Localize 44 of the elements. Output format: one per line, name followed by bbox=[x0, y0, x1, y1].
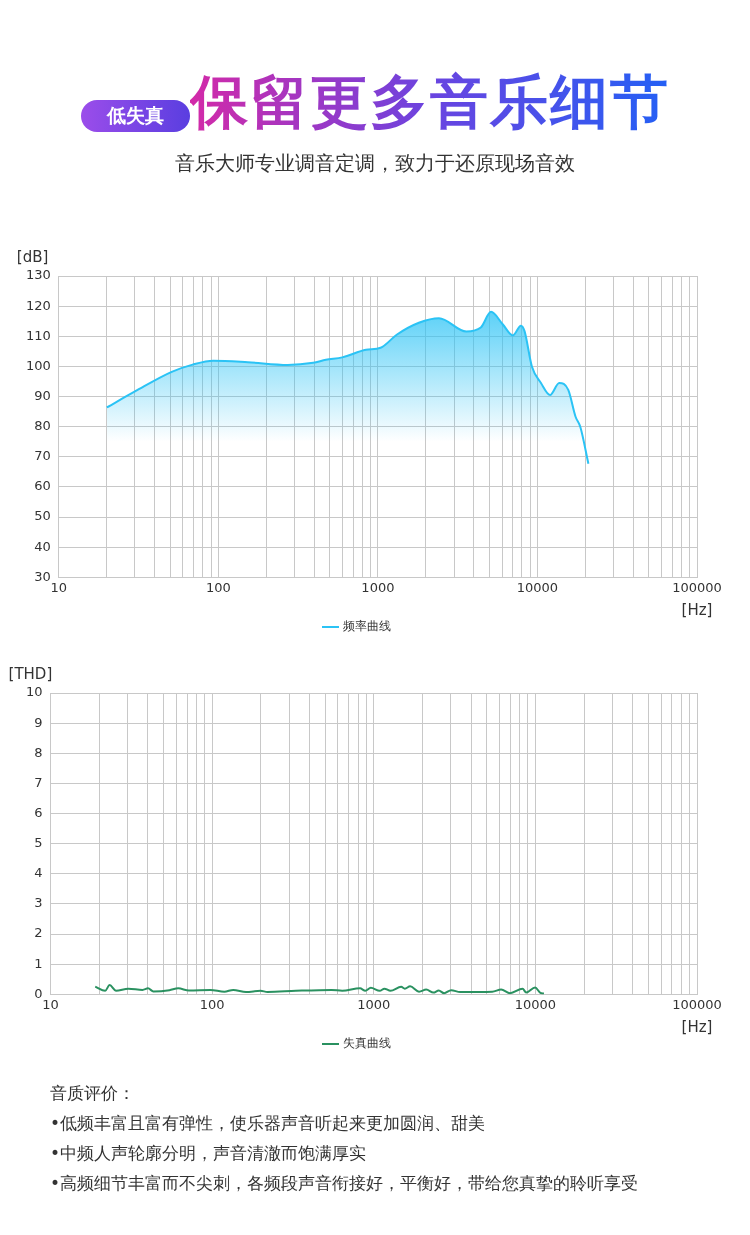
y-tick-label: 130 bbox=[25, 267, 51, 283]
x-axis-title: [Hz] bbox=[681, 1017, 713, 1036]
legend-label: 频率曲线 bbox=[342, 619, 391, 634]
y-tick-label: 60 bbox=[34, 478, 51, 494]
y-tick-label: 70 bbox=[34, 448, 51, 464]
y-axis-title: [THD] bbox=[8, 665, 53, 684]
x-tick-label: 10000 bbox=[516, 579, 559, 595]
y-tick-label: 120 bbox=[25, 297, 51, 313]
y-tick-label: 4 bbox=[34, 865, 43, 881]
y-tick-label: 90 bbox=[34, 387, 51, 403]
y-tick-label: 6 bbox=[34, 804, 43, 820]
y-tick-label: 100 bbox=[25, 357, 51, 373]
y-tick-label: 3 bbox=[34, 895, 43, 911]
chart-subtitle: 音乐大师专业调音定调，致力于还原现场音效 bbox=[174, 150, 576, 177]
y-tick-label: 8 bbox=[34, 744, 43, 760]
text: •低频丰富且富有弹性，使乐器声音听起来更加圆润、甜美 bbox=[50, 1112, 487, 1135]
x-tick-label: 1000 bbox=[361, 579, 395, 595]
x-tick-label: 100 bbox=[199, 996, 225, 1012]
x-tick-label: 10 bbox=[50, 579, 68, 595]
y-tick-label: 0 bbox=[34, 985, 43, 1001]
x-axis-title: [Hz] bbox=[681, 600, 713, 619]
y-tick-label: 10 bbox=[26, 684, 43, 700]
x-tick-label: 100 bbox=[205, 579, 231, 595]
text: 音质评价： bbox=[50, 1082, 136, 1105]
y-tick-label: 1 bbox=[34, 955, 43, 971]
y-tick-label: 50 bbox=[34, 508, 51, 524]
x-tick-label: 1000 bbox=[357, 996, 391, 1012]
y-tick-label: 40 bbox=[34, 538, 51, 554]
x-tick-label: 100000 bbox=[672, 996, 722, 1012]
y-tick-label: 30 bbox=[34, 568, 51, 584]
y-tick-label: 2 bbox=[34, 925, 43, 941]
chart-title: 保留更多音乐细节 bbox=[189, 64, 670, 142]
y-tick-label: 80 bbox=[34, 418, 51, 434]
y-tick-label: 9 bbox=[34, 714, 43, 730]
text: •高频细节丰富而不尖刺，各频段声音衔接好，平衡好，带给您真挚的聆听享受 bbox=[50, 1172, 640, 1195]
x-tick-label: 100000 bbox=[672, 579, 722, 595]
text: 低失真 bbox=[80, 100, 190, 132]
x-tick-label: 10000 bbox=[514, 996, 557, 1012]
legend-label: 失真曲线 bbox=[342, 1036, 391, 1051]
y-axis-title: [dB] bbox=[16, 248, 49, 267]
y-tick-label: 110 bbox=[25, 327, 51, 343]
y-tick-label: 5 bbox=[34, 835, 43, 851]
text: •中频人声轮廓分明，声音清澈而饱满厚实 bbox=[50, 1142, 368, 1165]
y-tick-label: 7 bbox=[34, 774, 43, 790]
